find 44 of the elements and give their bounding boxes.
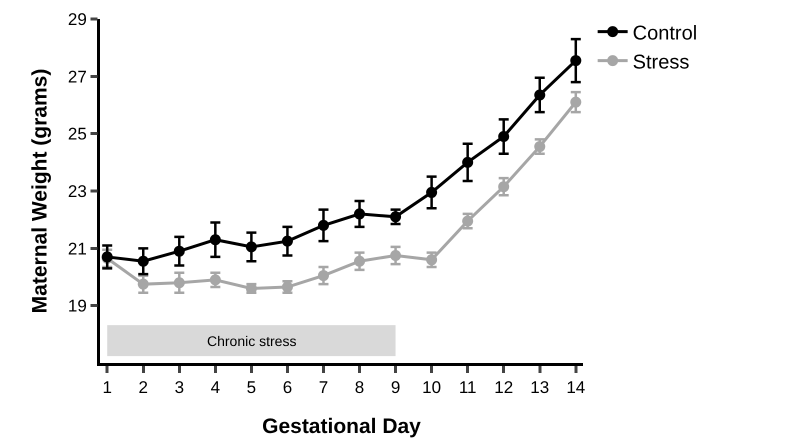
point bbox=[390, 250, 402, 261]
point bbox=[498, 181, 510, 192]
x-tick-label: 10 bbox=[422, 378, 442, 398]
y-tick-label: 19 bbox=[68, 296, 87, 316]
point bbox=[570, 96, 582, 108]
x-tick-label: 2 bbox=[138, 378, 148, 398]
point bbox=[210, 234, 221, 246]
point bbox=[246, 241, 257, 252]
y-axis-title: Maternal Weight (grams) bbox=[28, 68, 52, 314]
x-tick-label: 11 bbox=[458, 378, 476, 398]
point bbox=[462, 156, 474, 168]
point bbox=[174, 277, 185, 288]
y-tick-label: 21 bbox=[68, 239, 87, 258]
y-tick-label: 25 bbox=[68, 124, 87, 144]
x-tick-label: 6 bbox=[282, 378, 292, 398]
legend-label: Control bbox=[632, 22, 698, 44]
x-tick-label: 5 bbox=[246, 378, 256, 398]
point bbox=[426, 186, 438, 198]
point bbox=[354, 208, 366, 220]
point bbox=[318, 270, 329, 282]
y-tick-label: 29 bbox=[68, 10, 87, 29]
x-tick-label: 4 bbox=[210, 378, 220, 398]
point bbox=[138, 278, 149, 290]
point bbox=[318, 220, 329, 231]
band-label: Chronic stress bbox=[207, 333, 296, 349]
y-tick-label: 27 bbox=[68, 67, 87, 86]
y-tick-label: 23 bbox=[68, 182, 87, 201]
x-tick-label: 7 bbox=[318, 378, 328, 398]
point bbox=[570, 55, 582, 66]
x-tick-label: 12 bbox=[494, 378, 514, 398]
legend-label: Stress bbox=[632, 51, 690, 74]
point bbox=[354, 256, 366, 267]
point bbox=[174, 246, 185, 257]
point bbox=[138, 256, 149, 267]
point bbox=[282, 236, 293, 247]
point bbox=[498, 131, 510, 142]
x-axis-title: Gestational Day bbox=[262, 415, 422, 438]
x-tick-label: 13 bbox=[530, 378, 550, 398]
point bbox=[534, 89, 546, 100]
x-tick-label: 14 bbox=[566, 378, 586, 398]
x-tick-label: 3 bbox=[174, 378, 184, 398]
x-tick-label: 1 bbox=[102, 378, 112, 398]
x-tick-label: 9 bbox=[390, 378, 400, 398]
x-tick-label: 8 bbox=[354, 378, 364, 398]
